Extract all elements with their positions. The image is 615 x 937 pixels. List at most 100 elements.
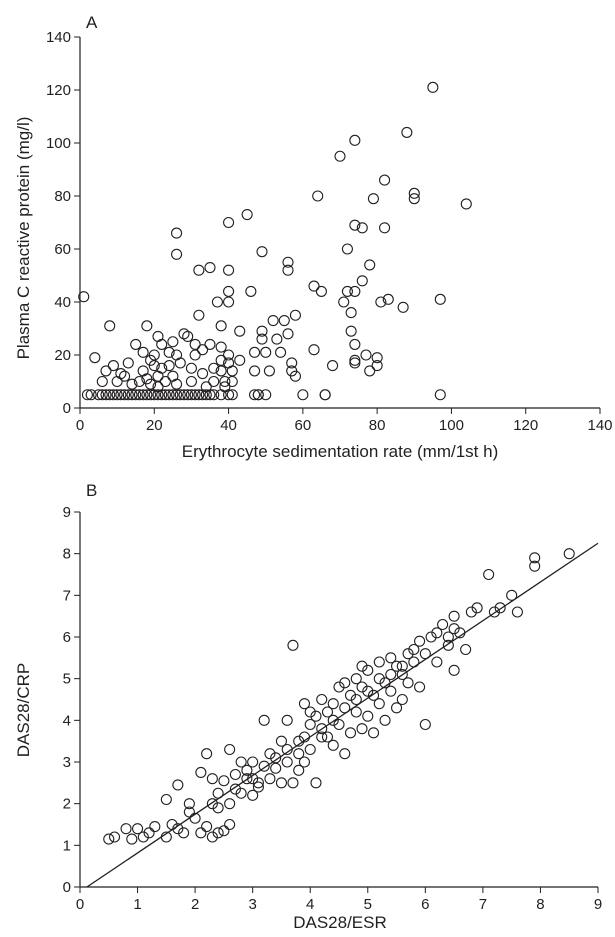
b-data-point [448,664,460,676]
panel-a-axes: 0 20 40 60 80 100 120 140 0 20 40 60 80 100 120 140 [46,29,613,434]
a-y-tick-label: 60 [54,241,71,258]
a-data-point [219,381,231,393]
b-y-tick-label: 5 [63,671,71,688]
a-data-point [349,354,361,366]
panel-b-fit-layer [86,542,599,888]
b-data-point [247,789,259,801]
a-x-tick-label: 140 [587,417,612,434]
a-data-point [167,389,179,401]
b-data-point [437,618,449,631]
b-data-point [373,698,385,710]
a-x-tick-label: 80 [369,417,386,434]
b-data-point [298,756,311,768]
a-data-point [234,354,246,366]
a-data-point [208,362,220,374]
b-data-point [362,664,374,676]
b-data-point [414,635,426,647]
panel-b-points [103,548,575,845]
b-y-tick-label: 0 [63,879,71,896]
a-data-point [152,381,164,393]
b-data-point [201,748,213,760]
b-data-point [414,681,426,693]
a-data-point [148,349,160,361]
a-data-point [193,389,205,401]
b-data-point [327,698,339,710]
a-data-point [371,360,383,372]
b-data-point [442,631,454,643]
a-data-point [204,261,216,274]
a-data-point [282,264,294,276]
a-data-point [208,389,220,401]
b-data-point [172,823,184,835]
a-data-point [226,375,238,388]
a-data-point [171,227,183,239]
b-data-point [529,552,541,564]
b-data-point [431,656,443,668]
a-data-point [189,389,201,401]
a-data-point [163,346,175,358]
b-data-point [172,779,184,791]
a-data-point [81,389,93,401]
panel-b-axes: 0 1 2 3 4 5 6 7 8 9 0 1 2 3 4 5 6 7 8 9 [63,504,603,913]
panel-a-label: A [86,13,98,32]
b-data-point [511,606,523,618]
a-data-point [349,338,361,350]
b-data-point [344,689,357,701]
b-data-point [506,589,518,601]
b-data-point [218,825,230,837]
b-data-point [304,743,316,756]
b-data-point [367,689,380,701]
b-data-point [356,723,368,735]
b-data-point [408,656,420,668]
a-data-point [226,389,238,401]
a-data-point [178,328,190,340]
b-data-point [465,606,477,618]
b-data-point [391,660,403,672]
b-data-point [385,652,397,664]
a-data-point [256,333,268,345]
a-data-point [174,357,186,369]
a-data-point [215,341,227,353]
b-data-point [316,723,328,735]
b-data-point [396,660,408,672]
b-data-point [385,685,397,697]
a-data-point [100,365,112,377]
a-data-point [174,389,186,401]
a-data-point [345,307,357,319]
a-data-point [379,174,391,186]
b-data-point [160,831,172,843]
b-data-point [206,773,218,785]
b-data-point [350,673,362,685]
b-data-point [344,727,357,739]
b-data-point [373,656,385,668]
a-data-point [289,309,301,321]
b-data-point [229,768,241,781]
b-data-point [264,748,276,760]
a-data-point [260,346,272,358]
b-data-point [195,766,207,778]
b-data-point [252,781,264,793]
a-data-point [215,354,227,366]
b-data-point [333,718,345,731]
b-y-tick-label: 4 [63,712,71,729]
b-data-point [212,787,224,799]
a-data-point [397,301,409,313]
a-data-point [152,389,164,401]
a-data-point [375,296,387,308]
a-data-point [434,293,446,305]
a-data-point [145,378,157,390]
b-data-point [529,560,541,572]
a-data-point [312,190,324,202]
a-data-point [211,296,223,308]
b-fit-line [86,542,599,888]
b-data-point [132,823,144,835]
b-y-tick-label: 1 [63,837,71,854]
a-data-point [148,360,160,372]
a-data-point [119,389,131,401]
b-data-point [367,727,380,739]
b-data-point [298,731,311,743]
b-y-tick-label: 6 [63,629,71,646]
a-data-point [122,357,134,369]
b-data-point [293,735,305,747]
